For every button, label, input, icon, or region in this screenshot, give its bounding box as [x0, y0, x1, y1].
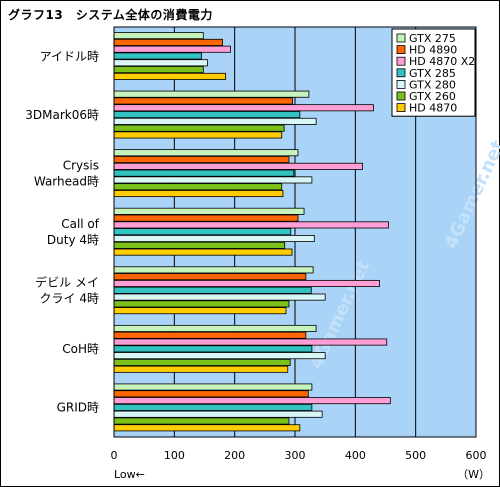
bar-gtx-275 [113, 383, 313, 391]
bar-hd-4870-x2 [113, 221, 389, 229]
bar-hd-4890 [113, 97, 293, 105]
bar-gtx-260 [113, 66, 204, 74]
bar-hd-4870 [113, 190, 284, 198]
category-label: GRID時 [57, 401, 99, 415]
bar-gtx-275 [113, 32, 204, 40]
bar-gtx-280 [113, 59, 208, 67]
bar-hd-4870 [113, 248, 293, 256]
category-label: Call of [61, 217, 100, 231]
category-label: Warhead時 [34, 174, 99, 188]
bar-hd-4870 [113, 307, 287, 315]
category-label: アイドル時 [40, 49, 99, 63]
chart-title: グラフ13 システム全体の消費電力 [8, 8, 213, 22]
bar-hd-4870 [113, 131, 283, 139]
x-tick-label: 300 [285, 449, 306, 462]
bar-hd-4870 [113, 365, 289, 373]
legend-entry: GTX 280 [409, 78, 456, 91]
bar-gtx-260 [113, 183, 283, 191]
bar-gtx-275 [113, 207, 305, 215]
legend-entry: HD 4870 X2 [409, 55, 475, 68]
x-tick-label: 400 [345, 449, 366, 462]
legend-entry: GTX 275 [409, 32, 456, 45]
bar-gtx-285 [113, 345, 313, 353]
legend-swatch [396, 56, 406, 66]
category-label: クライ 4時 [40, 292, 99, 306]
legend-swatch [396, 80, 406, 89]
bar-hd-4890 [113, 214, 299, 222]
bar-gtx-285 [113, 228, 292, 236]
x-tick-label: 600 [466, 449, 487, 462]
bar-gtx-280 [113, 117, 317, 125]
bar-hd-4870-x2 [113, 162, 363, 170]
category-label: Crysis [63, 158, 99, 172]
category-label: デビル メイ [35, 275, 99, 290]
bar-gtx-285 [113, 286, 312, 294]
bar-gtx-280 [113, 176, 313, 184]
bar-hd-4870 [113, 72, 227, 80]
bar-hd-4890 [113, 156, 290, 164]
bar-hd-4870-x2 [113, 338, 388, 346]
x-unit-label: （W） [457, 468, 490, 481]
bar-hd-4890 [113, 390, 309, 398]
bar-gtx-275 [113, 90, 310, 98]
category-label: 3DMark06時 [25, 108, 99, 122]
bar-gtx-285 [113, 169, 295, 177]
bar-gtx-280 [113, 352, 326, 360]
category-label: CoH時 [62, 342, 99, 356]
legend-swatch [396, 103, 406, 112]
bar-gtx-285 [113, 52, 202, 60]
bar-hd-4890 [113, 273, 307, 281]
bar-hd-4870-x2 [113, 104, 374, 112]
bar-hd-4890 [113, 331, 307, 339]
legend-swatch [396, 68, 406, 78]
bar-hd-4870-x2 [113, 45, 231, 53]
legend-swatch [396, 45, 406, 54]
bar-hd-4870 [113, 424, 301, 432]
bar-gtx-280 [113, 234, 315, 242]
legend-swatch [396, 91, 406, 101]
legend-entry: GTX 260 [409, 90, 456, 103]
bar-gtx-280 [113, 293, 326, 301]
x-tick-label: 100 [164, 449, 185, 462]
bar-hd-4890 [113, 38, 223, 46]
bar-gtx-260 [113, 358, 291, 366]
legend-entry: HD 4870 [409, 102, 457, 115]
bar-gtx-275 [113, 324, 317, 332]
bar-gtx-275 [113, 266, 314, 274]
bar-gtx-285 [113, 111, 301, 119]
bar-gtx-260 [113, 241, 286, 249]
bar-gtx-260 [113, 417, 290, 425]
bar-gtx-260 [113, 300, 290, 308]
x-tick-label: 200 [224, 449, 245, 462]
x-tick-label: 0 [111, 449, 118, 462]
bar-hd-4870-x2 [113, 279, 380, 287]
x-tick-label: 500 [405, 449, 426, 462]
category-label: Duty 4時 [47, 233, 99, 247]
bar-gtx-285 [113, 403, 313, 411]
bar-gtx-280 [113, 410, 323, 418]
legend-swatch [396, 33, 406, 43]
legend-entry: HD 4890 [409, 44, 457, 57]
x-note-low: Low← [114, 468, 145, 481]
bar-hd-4870-x2 [113, 397, 391, 405]
legend-entry: GTX 285 [409, 67, 456, 80]
bar-gtx-260 [113, 124, 285, 132]
bar-gtx-275 [113, 149, 299, 157]
plot-border [113, 26, 477, 438]
legend-box [391, 28, 476, 117]
